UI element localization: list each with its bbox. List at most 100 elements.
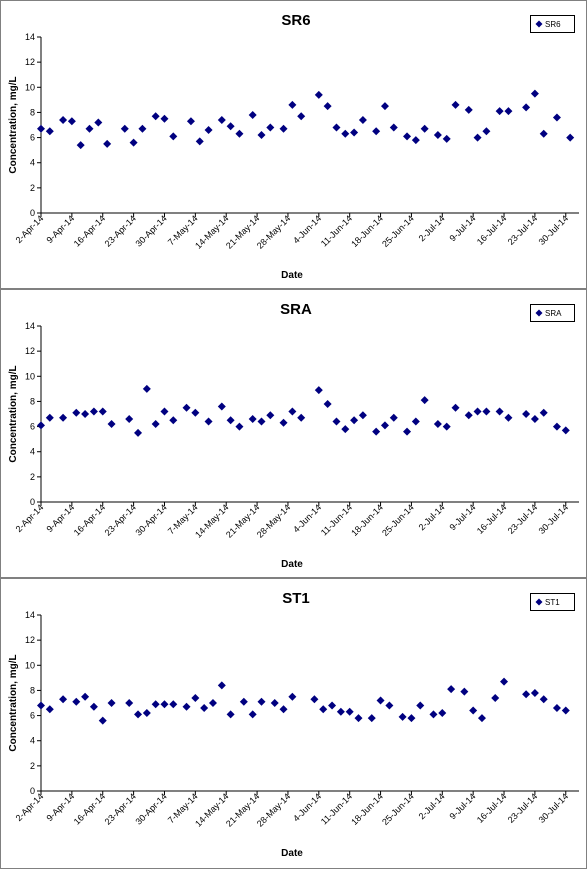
legend-marker xyxy=(535,20,543,28)
data-point xyxy=(328,701,337,710)
data-point xyxy=(235,422,244,431)
y-tick-label: 8 xyxy=(30,107,35,117)
y-tick-label: 14 xyxy=(25,32,35,42)
data-point xyxy=(420,396,429,405)
data-point xyxy=(323,102,332,111)
data-point xyxy=(45,127,54,136)
series-SR6 xyxy=(37,89,575,150)
data-point xyxy=(530,89,539,98)
data-point xyxy=(482,407,491,416)
y-tick-label: 2 xyxy=(30,761,35,771)
data-point xyxy=(257,131,266,140)
data-point xyxy=(195,137,204,146)
data-point xyxy=(464,411,473,420)
y-axis-title: Concentration, mg/L xyxy=(8,654,19,751)
y-tick-label: 8 xyxy=(30,396,35,406)
data-point xyxy=(416,701,425,710)
data-point xyxy=(85,124,94,133)
y-tick-label: 12 xyxy=(25,635,35,645)
data-point xyxy=(134,428,143,437)
data-point xyxy=(530,688,539,697)
data-point xyxy=(376,696,385,705)
data-point xyxy=(522,410,531,418)
data-point xyxy=(270,699,279,707)
data-point xyxy=(332,417,341,426)
data-point xyxy=(310,695,319,704)
data-point xyxy=(279,418,288,427)
y-tick-label: 4 xyxy=(30,158,35,168)
chart-title: SRA xyxy=(280,301,312,318)
data-point xyxy=(37,124,45,133)
data-point xyxy=(142,709,151,718)
data-point xyxy=(420,124,429,133)
data-point xyxy=(151,700,160,709)
data-point xyxy=(522,690,531,699)
data-point xyxy=(45,705,54,714)
data-point xyxy=(89,702,98,711)
data-point xyxy=(217,115,226,124)
data-point xyxy=(191,408,200,417)
panel-border xyxy=(0,578,587,869)
data-point xyxy=(530,415,539,424)
legend-label: SRA xyxy=(545,309,562,318)
legend-marker xyxy=(535,598,543,606)
y-tick-label: 0 xyxy=(30,497,35,507)
data-point xyxy=(451,403,460,412)
data-point xyxy=(341,425,350,434)
data-point xyxy=(398,712,407,721)
y-tick-label: 8 xyxy=(30,685,35,695)
legend-box xyxy=(530,15,575,33)
data-point xyxy=(120,124,129,133)
data-point xyxy=(160,700,169,709)
data-point xyxy=(561,706,570,715)
data-point xyxy=(257,417,266,426)
data-point xyxy=(372,427,381,436)
y-tick-label: 0 xyxy=(30,786,35,796)
data-point xyxy=(59,115,68,124)
data-point xyxy=(350,128,359,137)
chart-title: SR6 xyxy=(281,12,310,29)
y-axis-title: Concentration, mg/L xyxy=(8,76,19,173)
data-point xyxy=(72,697,81,706)
data-point xyxy=(552,422,561,431)
data-point xyxy=(200,704,209,713)
data-point xyxy=(72,408,81,417)
y-tick-label: 6 xyxy=(30,711,35,721)
data-point xyxy=(107,699,116,707)
data-point xyxy=(539,408,548,417)
data-point xyxy=(134,710,143,719)
y-tick-label: 10 xyxy=(25,660,35,670)
data-point xyxy=(372,127,381,136)
data-point xyxy=(248,110,257,119)
legend-box xyxy=(530,304,575,322)
data-point xyxy=(407,714,416,723)
data-point xyxy=(98,716,107,725)
legend-label: SR6 xyxy=(545,20,561,29)
data-point xyxy=(460,687,469,696)
data-point xyxy=(151,112,160,121)
data-point xyxy=(354,714,363,723)
y-tick-label: 6 xyxy=(30,422,35,432)
data-point xyxy=(186,117,195,126)
data-point xyxy=(438,709,447,718)
data-point xyxy=(226,416,235,425)
data-point xyxy=(266,123,275,132)
data-point xyxy=(191,693,200,702)
legend-marker xyxy=(535,309,543,317)
data-point xyxy=(482,127,491,136)
y-tick-label: 2 xyxy=(30,472,35,482)
data-point xyxy=(495,407,504,416)
series-SRA xyxy=(37,384,570,437)
data-point xyxy=(248,415,257,424)
data-point xyxy=(204,126,213,135)
y-tick-label: 2 xyxy=(30,183,35,193)
data-point xyxy=(217,681,226,690)
y-tick-label: 14 xyxy=(25,321,35,331)
data-point xyxy=(182,702,191,711)
legend: ST1 xyxy=(530,593,575,611)
x-axis-title: Date xyxy=(281,559,303,570)
y-tick-label: 10 xyxy=(25,371,35,381)
data-point xyxy=(288,407,297,416)
